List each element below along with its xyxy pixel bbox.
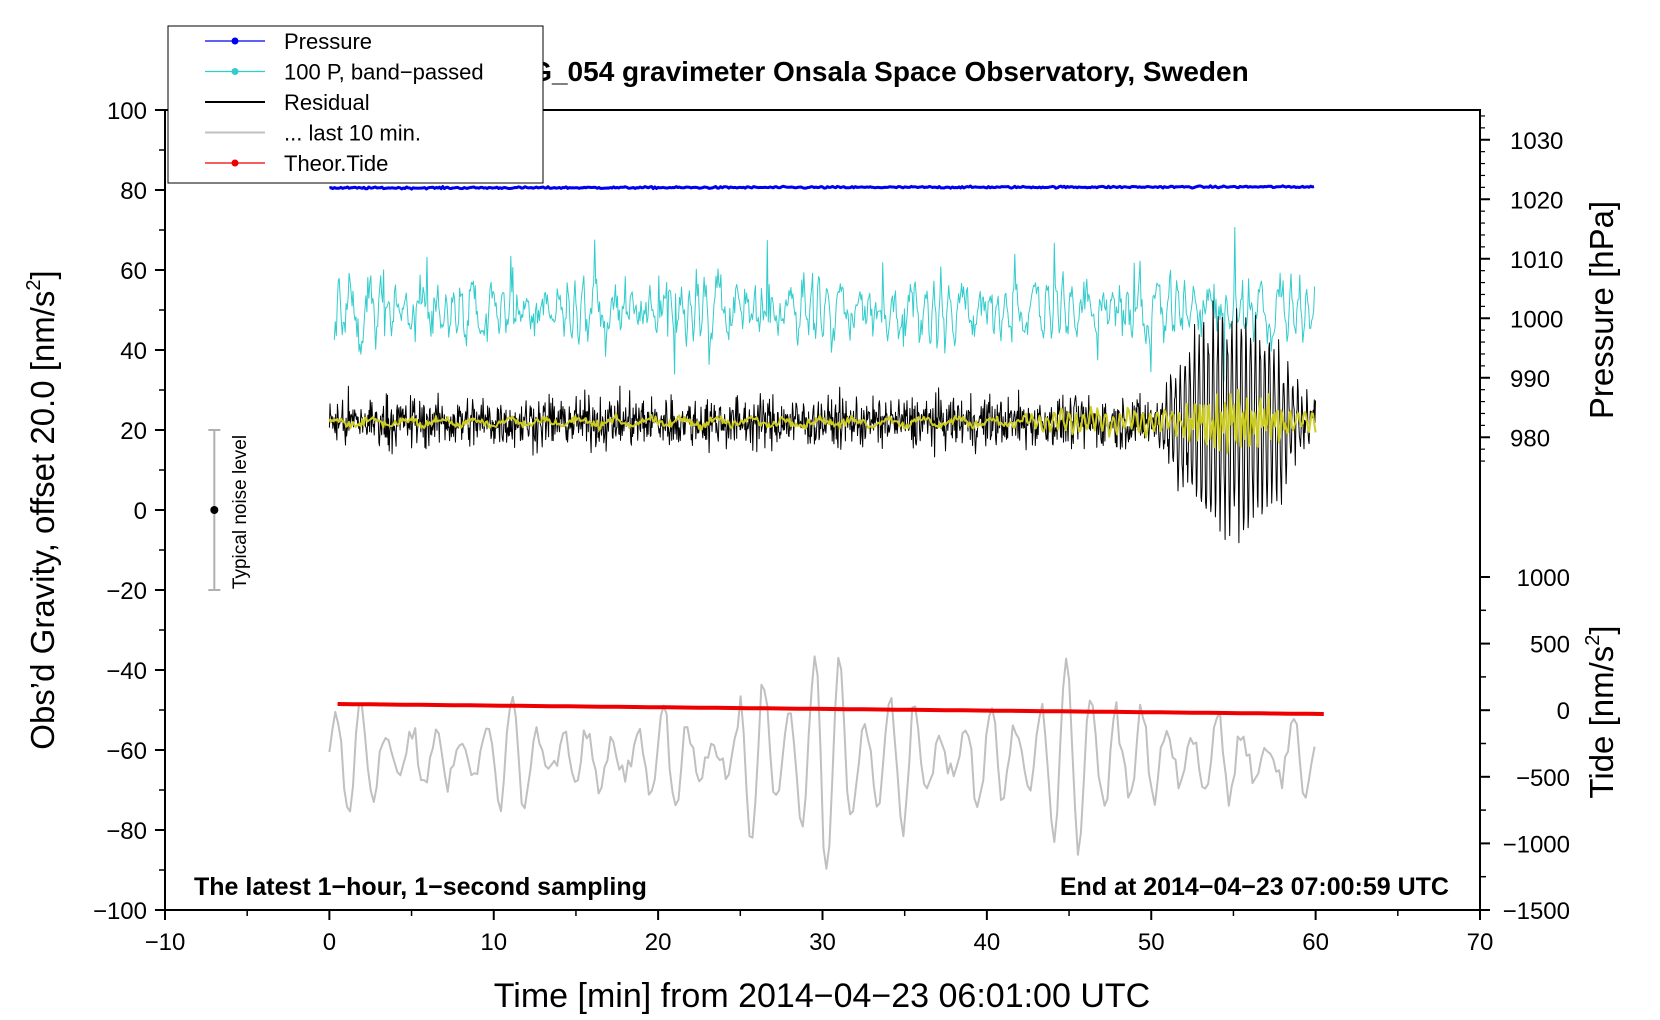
pressure-tick-label: 990 [1510,366,1550,393]
tide-tick-label: −500 [1516,765,1570,792]
tide-tick-label: 500 [1530,632,1570,659]
y-axis-gravity: −100 −80 −60 −40 −20 0 20 40 60 80 100 [93,98,165,925]
legend: Pressure 100 P, band−passed Residual ... la… [167,25,544,184]
x-tick-label: 70 [1467,929,1494,956]
legend-label: Theor.Tide [284,151,388,176]
chart-title: SCG_054 gravimeter Onsala Space Observat… [491,56,1248,87]
x-tick-label: 0 [323,929,336,956]
legend-marker [231,37,239,45]
plot-area [164,109,1481,911]
series-pressure [328,184,1315,191]
y-axis-label-pressure: Pressure [hPa] [1583,201,1620,419]
y-tick-label: 20 [120,418,147,445]
x-tick-label: 30 [809,929,836,956]
series-theor-tide [337,702,1324,716]
legend-label: 100 P, band−passed [284,60,484,85]
legend-marker [231,159,239,167]
y-tick-label: −40 [106,658,147,685]
x-tick-label: −10 [145,929,186,956]
legend-marker [231,68,239,75]
tide-tick-label: 0 [1557,698,1570,725]
tide-tick-label: −1500 [1503,898,1570,925]
y-axis-label-gravity: Obs’d Gravity, offset 20.0 [nm/s2] [23,270,61,749]
y-axis-label-gravity-main: Obs’d Gravity, offset 20.0 [nm/s [24,291,61,750]
y-tick-label: −20 [106,578,147,605]
y-tick-label: 40 [120,338,147,365]
series-residual-smoothed [328,388,1317,454]
legend-box [167,25,544,184]
y-axis-label-tide-sup: 2 [1582,635,1604,646]
y-tick-label: 60 [120,258,147,285]
x-axis: −10 0 10 20 30 40 50 60 70 [145,910,1494,956]
pressure-tick-label: 1020 [1510,187,1563,214]
y-tick-label: 0 [134,498,147,525]
series-last-10-min [328,655,1316,870]
noise-bar [208,429,221,591]
y-tick-label: 80 [120,178,147,205]
y-axis-label-gravity-end: ] [24,270,61,279]
series-band-passed [333,227,1316,382]
annotation-right: End at 2014−04−23 07:00:59 UTC [1060,873,1449,901]
x-axis-label: Time [min] from 2014−04−23 06:01:00 UTC [494,977,1150,1015]
y-axis-tide: −1500 −1000 −500 0 500 1000 [1480,565,1570,925]
pressure-tick-label: 980 [1510,425,1550,452]
pressure-tick-label: 1030 [1510,128,1563,155]
y-tick-label: −80 [106,818,147,845]
x-tick-label: 40 [974,929,1001,956]
y-tick-label: −60 [106,738,147,765]
x-tick-label: 10 [480,929,507,956]
noise-bar-dot [210,506,219,514]
y-tick-label: 100 [107,98,147,125]
x-tick-label: 50 [1138,929,1165,956]
x-tick-label: 20 [645,929,672,956]
annotation-left: The latest 1−hour, 1−second sampling [194,873,647,901]
noise-bar-label: Typical noise level [230,435,251,589]
y-axis-label-tide-end: ] [1583,625,1620,634]
pressure-tick-label: 1000 [1510,306,1563,333]
x-tick-label: 60 [1302,929,1329,956]
y-axis-label-tide: Tide [nm/s2] [1582,625,1620,798]
legend-label: Pressure [284,29,372,54]
legend-label: ... last 10 min. [284,121,421,146]
pressure-tick-label: 1010 [1510,247,1563,274]
tide-tick-label: −1000 [1503,831,1570,858]
y-axis-label-tide-main: Tide [nm/s [1583,646,1620,799]
y-axis-pressure: 980 990 1000 1010 1020 1030 [1479,110,1563,470]
series-layer [328,184,1324,870]
tide-tick-label: 1000 [1517,565,1570,592]
y-axis-label-gravity-sup: 2 [23,279,45,290]
y-tick-label: −100 [93,898,147,925]
legend-label: Residual [284,90,370,115]
